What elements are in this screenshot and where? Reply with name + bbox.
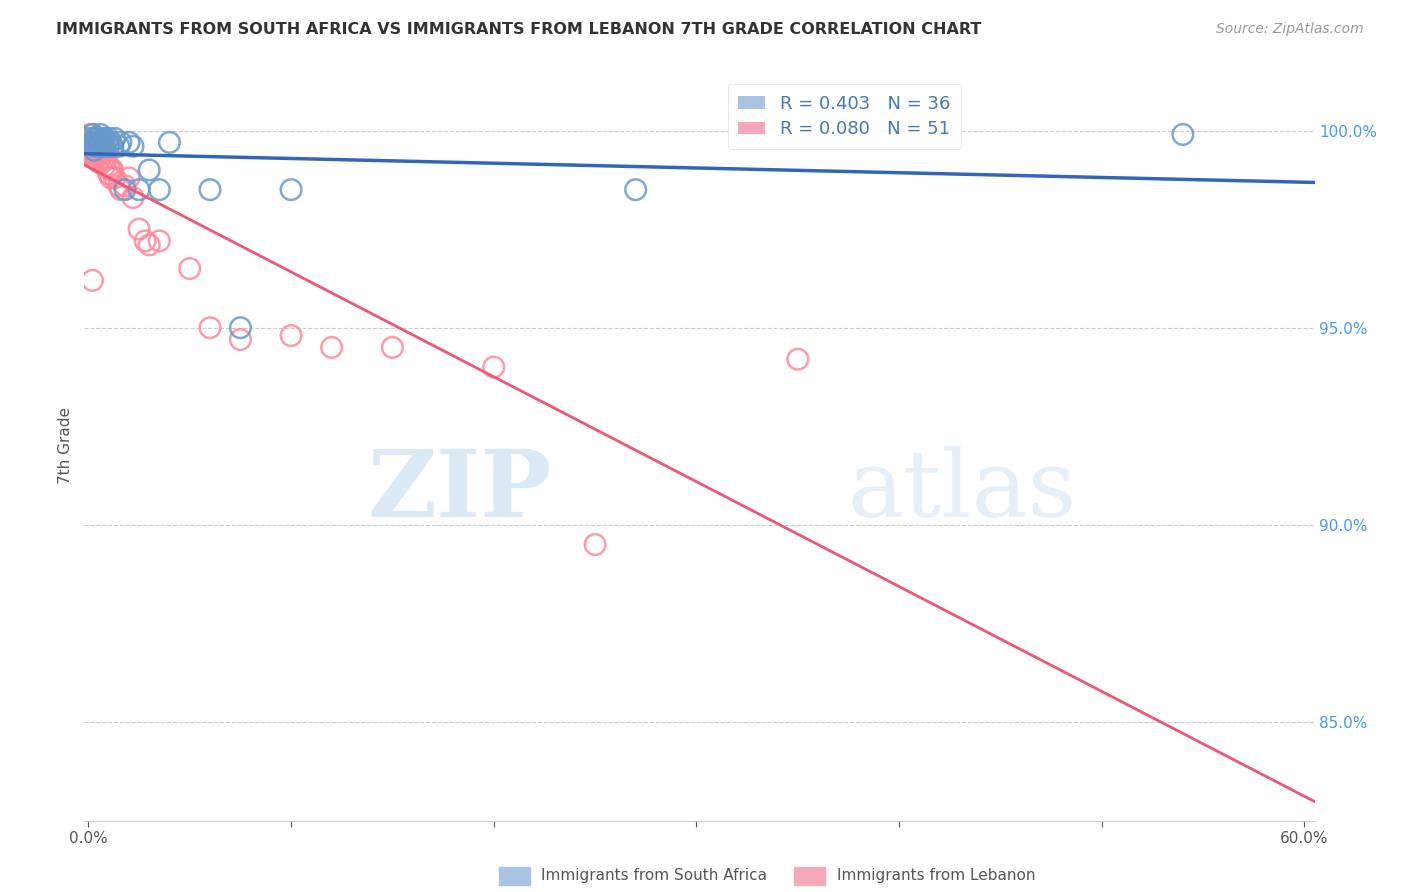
Point bbox=[82, 273, 104, 287]
Point bbox=[83, 147, 105, 161]
Text: ZIP: ZIP bbox=[367, 446, 553, 536]
Point bbox=[91, 155, 114, 169]
Point bbox=[229, 333, 252, 347]
Point bbox=[100, 170, 122, 185]
Point bbox=[87, 131, 110, 145]
Point bbox=[86, 136, 108, 150]
Point bbox=[118, 136, 141, 150]
Point bbox=[321, 340, 343, 354]
Text: Immigrants from Lebanon: Immigrants from Lebanon bbox=[837, 869, 1035, 883]
Point bbox=[280, 183, 302, 197]
Point bbox=[786, 352, 808, 367]
Text: Source: ZipAtlas.com: Source: ZipAtlas.com bbox=[1216, 22, 1364, 37]
Point bbox=[83, 139, 105, 153]
Point bbox=[82, 128, 104, 142]
Point bbox=[97, 139, 120, 153]
Text: atlas: atlas bbox=[848, 446, 1077, 536]
Point bbox=[104, 131, 127, 145]
Point bbox=[87, 139, 110, 153]
Point bbox=[100, 163, 122, 178]
Point bbox=[108, 139, 131, 153]
Point bbox=[93, 151, 115, 165]
Point bbox=[82, 143, 104, 157]
Point bbox=[128, 183, 150, 197]
Point bbox=[198, 183, 221, 197]
Legend: R = 0.403   N = 36, R = 0.080   N = 51: R = 0.403 N = 36, R = 0.080 N = 51 bbox=[727, 84, 962, 149]
Point bbox=[104, 170, 127, 185]
Point bbox=[134, 234, 156, 248]
Point bbox=[148, 234, 170, 248]
Point bbox=[118, 170, 141, 185]
Text: Immigrants from South Africa: Immigrants from South Africa bbox=[541, 869, 768, 883]
Point bbox=[1171, 128, 1194, 142]
Point bbox=[79, 136, 101, 150]
Point bbox=[91, 139, 114, 153]
Point bbox=[90, 128, 112, 142]
Point bbox=[624, 183, 647, 197]
Point bbox=[148, 183, 170, 197]
Point bbox=[86, 147, 108, 161]
Point bbox=[100, 136, 122, 150]
Point bbox=[97, 159, 120, 173]
Point bbox=[583, 538, 606, 552]
Point bbox=[83, 143, 105, 157]
Point bbox=[482, 360, 505, 375]
Point bbox=[96, 151, 118, 165]
Point bbox=[138, 163, 160, 178]
Point bbox=[83, 139, 105, 153]
Point bbox=[82, 128, 104, 142]
Point bbox=[229, 320, 252, 334]
Point bbox=[97, 131, 120, 145]
Point bbox=[122, 139, 145, 153]
Point bbox=[83, 131, 105, 145]
Point bbox=[82, 136, 104, 150]
Point bbox=[93, 139, 115, 153]
Point bbox=[101, 163, 124, 178]
Point bbox=[179, 261, 201, 276]
Y-axis label: 7th Grade: 7th Grade bbox=[58, 408, 73, 484]
Point bbox=[93, 159, 115, 173]
Point bbox=[87, 139, 110, 153]
Point bbox=[82, 131, 104, 145]
Point bbox=[90, 143, 112, 157]
Point bbox=[91, 131, 114, 145]
Point bbox=[91, 136, 114, 150]
Point bbox=[97, 167, 120, 181]
Point bbox=[280, 328, 302, 343]
Point bbox=[79, 139, 101, 153]
Point bbox=[110, 183, 132, 197]
Point bbox=[86, 136, 108, 150]
Point bbox=[86, 139, 108, 153]
Point bbox=[128, 222, 150, 236]
Point bbox=[381, 340, 404, 354]
Point bbox=[96, 136, 118, 150]
Point bbox=[87, 155, 110, 169]
Point bbox=[79, 131, 101, 145]
Point bbox=[198, 320, 221, 334]
Point bbox=[138, 238, 160, 252]
Point bbox=[86, 131, 108, 145]
Point bbox=[83, 151, 105, 165]
Point bbox=[83, 151, 105, 165]
Point bbox=[108, 178, 131, 193]
Text: IMMIGRANTS FROM SOUTH AFRICA VS IMMIGRANTS FROM LEBANON 7TH GRADE CORRELATION CH: IMMIGRANTS FROM SOUTH AFRICA VS IMMIGRAN… bbox=[56, 22, 981, 37]
Point bbox=[101, 139, 124, 153]
Point bbox=[114, 178, 136, 193]
Point bbox=[90, 151, 112, 165]
Point bbox=[122, 190, 145, 204]
Point bbox=[93, 131, 115, 145]
Point bbox=[90, 136, 112, 150]
Point bbox=[82, 136, 104, 150]
Point bbox=[159, 136, 181, 150]
Point bbox=[110, 136, 132, 150]
Point bbox=[79, 128, 101, 142]
Point bbox=[114, 183, 136, 197]
Point bbox=[83, 131, 105, 145]
Point bbox=[91, 147, 114, 161]
Point bbox=[87, 147, 110, 161]
